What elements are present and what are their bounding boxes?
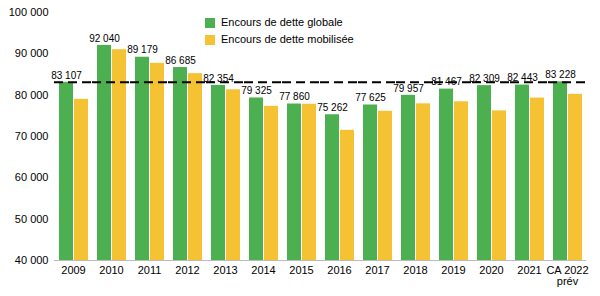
html-text:Encours de dette mobilisée: Encours de dette mobilisée xyxy=(221,33,354,45)
svg-text:80 000: 80 000 xyxy=(15,89,49,101)
svg-text:50 000: 50 000 xyxy=(15,213,49,225)
svg-text:2011: 2011 xyxy=(138,264,162,276)
svg-text:2012: 2012 xyxy=(175,264,199,276)
svg-text:89 179: 89 179 xyxy=(127,44,158,55)
svg-text:79 325: 79 325 xyxy=(241,85,272,96)
svg-text:2017: 2017 xyxy=(365,264,389,276)
svg-text:82 443: 82 443 xyxy=(507,72,538,83)
svg-text:60 000: 60 000 xyxy=(15,171,49,183)
svg-text:82 309: 82 309 xyxy=(469,73,500,84)
svg-text:75 262: 75 262 xyxy=(317,102,348,113)
svg-text:2021: 2021 xyxy=(517,264,541,276)
svg-text:2009: 2009 xyxy=(61,264,85,276)
svg-text:2013: 2013 xyxy=(213,264,237,276)
svg-text:100 000: 100 000 xyxy=(9,6,49,18)
svg-text:CA 2022prév: CA 2022prév xyxy=(546,264,588,287)
svg-text:70 000: 70 000 xyxy=(15,130,49,142)
svg-text:2014: 2014 xyxy=(251,264,275,276)
svg-text:79 957: 79 957 xyxy=(393,83,424,94)
svg-text:90 000: 90 000 xyxy=(15,47,49,59)
svg-text:2015: 2015 xyxy=(289,264,313,276)
svg-text:83 228: 83 228 xyxy=(545,69,576,80)
svg-text:86 685: 86 685 xyxy=(165,55,196,66)
svg-text:77 860: 77 860 xyxy=(279,91,310,102)
svg-text:2016: 2016 xyxy=(327,264,351,276)
svg-text:77 625: 77 625 xyxy=(355,92,386,103)
svg-text:81 467: 81 467 xyxy=(431,76,462,87)
svg-text:2019: 2019 xyxy=(441,264,465,276)
svg-text:82 354: 82 354 xyxy=(203,73,234,84)
svg-text:2010: 2010 xyxy=(99,264,123,276)
svg-text:83 107: 83 107 xyxy=(51,70,82,81)
html-text:Encours de dette globale: Encours de dette globale xyxy=(221,16,343,28)
svg-text:2018: 2018 xyxy=(403,264,427,276)
svg-text:92 040: 92 040 xyxy=(89,33,120,44)
svg-text:2020: 2020 xyxy=(479,264,503,276)
svg-text:40 000: 40 000 xyxy=(15,254,49,266)
